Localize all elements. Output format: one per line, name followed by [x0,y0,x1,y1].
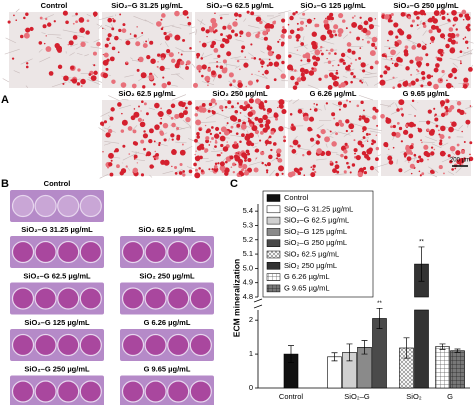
image-label: SiO₂–G 31.25 µg/mL [111,1,183,10]
error-bar [346,343,353,362]
legend-swatch [266,194,281,202]
x-tick-label: SiO₂–G [344,392,370,401]
well-label: SiO₂–G 31.25 µg/mL [21,225,93,234]
error-bar [361,340,368,355]
error-bar [376,307,383,330]
error-bar [288,345,294,363]
x-tick-label: G [447,392,453,401]
legend-swatch [266,239,281,247]
well-plate [10,282,104,315]
legend-swatch [266,216,281,225]
image-label: SiO₂–G 62.5 µg/mL [206,1,274,10]
micrograph [283,94,390,178]
y-tick-label: 5.1 [243,249,253,258]
well-plate [120,375,214,405]
significance: ** [419,240,424,246]
micrograph [2,8,104,88]
image-label: SiO₂ 62.5 µg/mL [118,89,176,98]
micrograph [96,9,205,89]
legend-label: SiO₂ 62.5 µg/mL [284,249,339,258]
well-label: G 9.65 µg/mL [144,364,191,373]
micrograph [367,98,474,178]
legend-swatch [266,262,281,270]
legend-swatch [266,205,281,214]
image-label: SiO₂ 250 µg/mL [212,89,268,98]
y-tick-label: 5.2 [243,235,253,244]
well-plate [120,282,214,315]
well-label: G 6.26 µg/mL [144,318,191,327]
micrograph [373,9,474,90]
well-label: SiO₂–G 125 µg/mL [24,318,90,327]
legend-label: SiO₂ 250 µg/mL [284,261,337,270]
y-tick-label: 5.0 [243,263,253,272]
error-bar [403,337,410,359]
y-tick-label: 0 [249,383,253,392]
error-bar [454,348,461,353]
y-axis-label: ECM mineralization [231,259,241,337]
panel-label: B [1,178,9,190]
well-label: SiO₂–G 62.5 µg/mL [23,271,91,280]
legend-swatch [266,228,281,236]
image-label: Control [41,1,68,10]
bar [327,356,342,389]
well-label: SiO₂–G 250 µg/mL [24,364,90,373]
well-plate [10,375,104,405]
legend-swatch [266,273,281,281]
image-label: SiO₂–G 125 µg/mL [300,1,366,10]
legend-box [262,190,374,298]
x-tick-label: SiO₂ [406,392,422,401]
micrograph [287,8,380,90]
micrograph [181,10,291,91]
well-label: SiO₂ 250 µg/mL [139,271,195,280]
panel-label: A [1,94,9,106]
y-tick-label: 1 [249,349,253,358]
well-plate [120,236,214,268]
legend-label: SiO₂–G 250 µg/mL [284,238,347,247]
micrograph [188,98,290,179]
error-bar [439,343,446,350]
image-label: G 6.26 µg/mL [310,89,357,98]
bar [414,309,429,389]
well-label: SiO₂ 62.5 µg/mL [138,225,196,234]
scale-label: 200 µm [450,158,470,164]
y-tick-label: 2 [249,315,253,324]
legend-label: Control [284,193,309,202]
significance: ** [377,301,382,307]
image-label: G 9.65 µg/mL [403,89,450,98]
legend-label: SiO₂–G 62.5 µg/mL [284,216,349,225]
legend-label: SiO₂–G 125 µg/mL [284,227,347,236]
well-plate [10,329,104,361]
well-plate [10,190,104,222]
legend-swatch [266,250,281,259]
axis-break [253,298,263,309]
image-label: SiO₂–G 250 µg/mL [393,1,459,10]
legend-label: G 9.65 µg/mL [284,283,330,292]
panel-label: C [230,178,238,190]
well-plate [10,236,104,268]
legend-label: G 6.26 µg/mL [284,272,330,281]
y-tick-label: 4.8 [243,292,253,301]
x-tick-label: Control [279,392,304,401]
y-tick-label: 4.9 [243,278,253,287]
error-bar [418,246,425,282]
legend-swatch [266,284,281,293]
bar [450,350,465,389]
y-tick-label: 5.4 [243,206,253,215]
error-bar [331,352,338,362]
legend-label: SiO₂–G 31.25 µg/mL [284,204,353,213]
bar [435,346,450,389]
well-label: Control [44,179,71,188]
y-tick-label: 5.3 [243,220,253,229]
micrograph [98,94,195,179]
well-plate [120,329,214,361]
